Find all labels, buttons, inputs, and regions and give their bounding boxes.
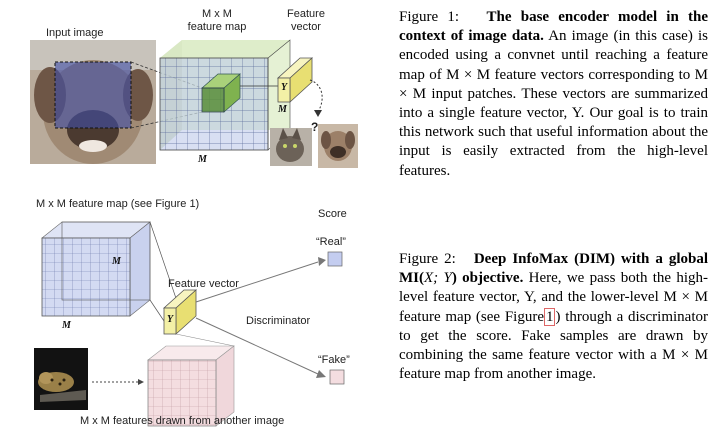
dog-thumbnail [318, 124, 358, 168]
label-feature-map: M x M feature map [187, 8, 247, 33]
label-real: “Real” [316, 236, 346, 248]
label-discriminator: Discriminator [246, 315, 311, 327]
feature-map-block [159, 39, 291, 151]
label-m-side-2: M [112, 256, 121, 267]
fake-score-box [329, 369, 345, 385]
label-m-bottom-2: M [62, 320, 71, 331]
fake-feature-map [147, 345, 235, 427]
label-fake: “Fake” [318, 354, 350, 366]
figure-2-diagram [34, 221, 345, 427]
receptive-patch [55, 62, 131, 128]
figure-1-diagram [30, 39, 358, 168]
figure-2-caption: Figure 2: Deep InfoMax (DIM) with a glob… [399, 250, 708, 384]
label-input-image: Input image [46, 27, 104, 39]
figure-1-body: An image (in this case) is encoded using… [399, 28, 708, 179]
figure-2-body-b: ) through a discriminator to get the sco… [399, 308, 708, 383]
figure-2-title-a: Deep InfoMax (DIM) with a global MI( [399, 251, 708, 287]
figure-1-label: Figure 1: [399, 9, 460, 25]
figure-2: M x M feature map (see Figure 1) Score “… [0, 190, 390, 439]
label-y-vector-2: Y [167, 314, 174, 325]
figure-2-title-b: ) objective. [451, 270, 524, 287]
figure-1: Input image M x M feature map Feature ve… [0, 0, 390, 195]
figure-1-caption: Figure 1: The base encoder model in the … [399, 8, 708, 181]
label-m-bottom: M [198, 154, 207, 165]
label-question: ? [311, 120, 319, 134]
figure-2-label: Figure 2: [399, 251, 456, 267]
label-features-another-image: M x M features drawn from another image [80, 415, 285, 427]
feature-vector-block [276, 57, 314, 103]
label-m-side: M [278, 104, 287, 115]
label-feature-vector: Feature vector [287, 8, 325, 33]
label-y-vector: Y [281, 82, 288, 93]
cat-thumbnail [270, 128, 312, 166]
label-feature-map-see-fig1: M x M feature map (see Figure 1) [36, 198, 200, 210]
real-feature-map [41, 221, 151, 317]
figure-2-title-math: X; Y [424, 270, 452, 287]
label-feature-vector-2: Feature vector [168, 278, 239, 290]
input-image-dog [30, 40, 156, 164]
leopard-image [34, 348, 88, 410]
real-score-box [327, 251, 343, 267]
label-score: Score [318, 208, 347, 220]
figure-1-reference-link[interactable]: 1 [543, 307, 556, 326]
figure-1-title: The base encoder model in the context of… [399, 9, 708, 45]
figure-2-body-a: Here, we pass both the high-level featur… [399, 270, 709, 325]
feature-vector-block-2 [162, 289, 198, 335]
